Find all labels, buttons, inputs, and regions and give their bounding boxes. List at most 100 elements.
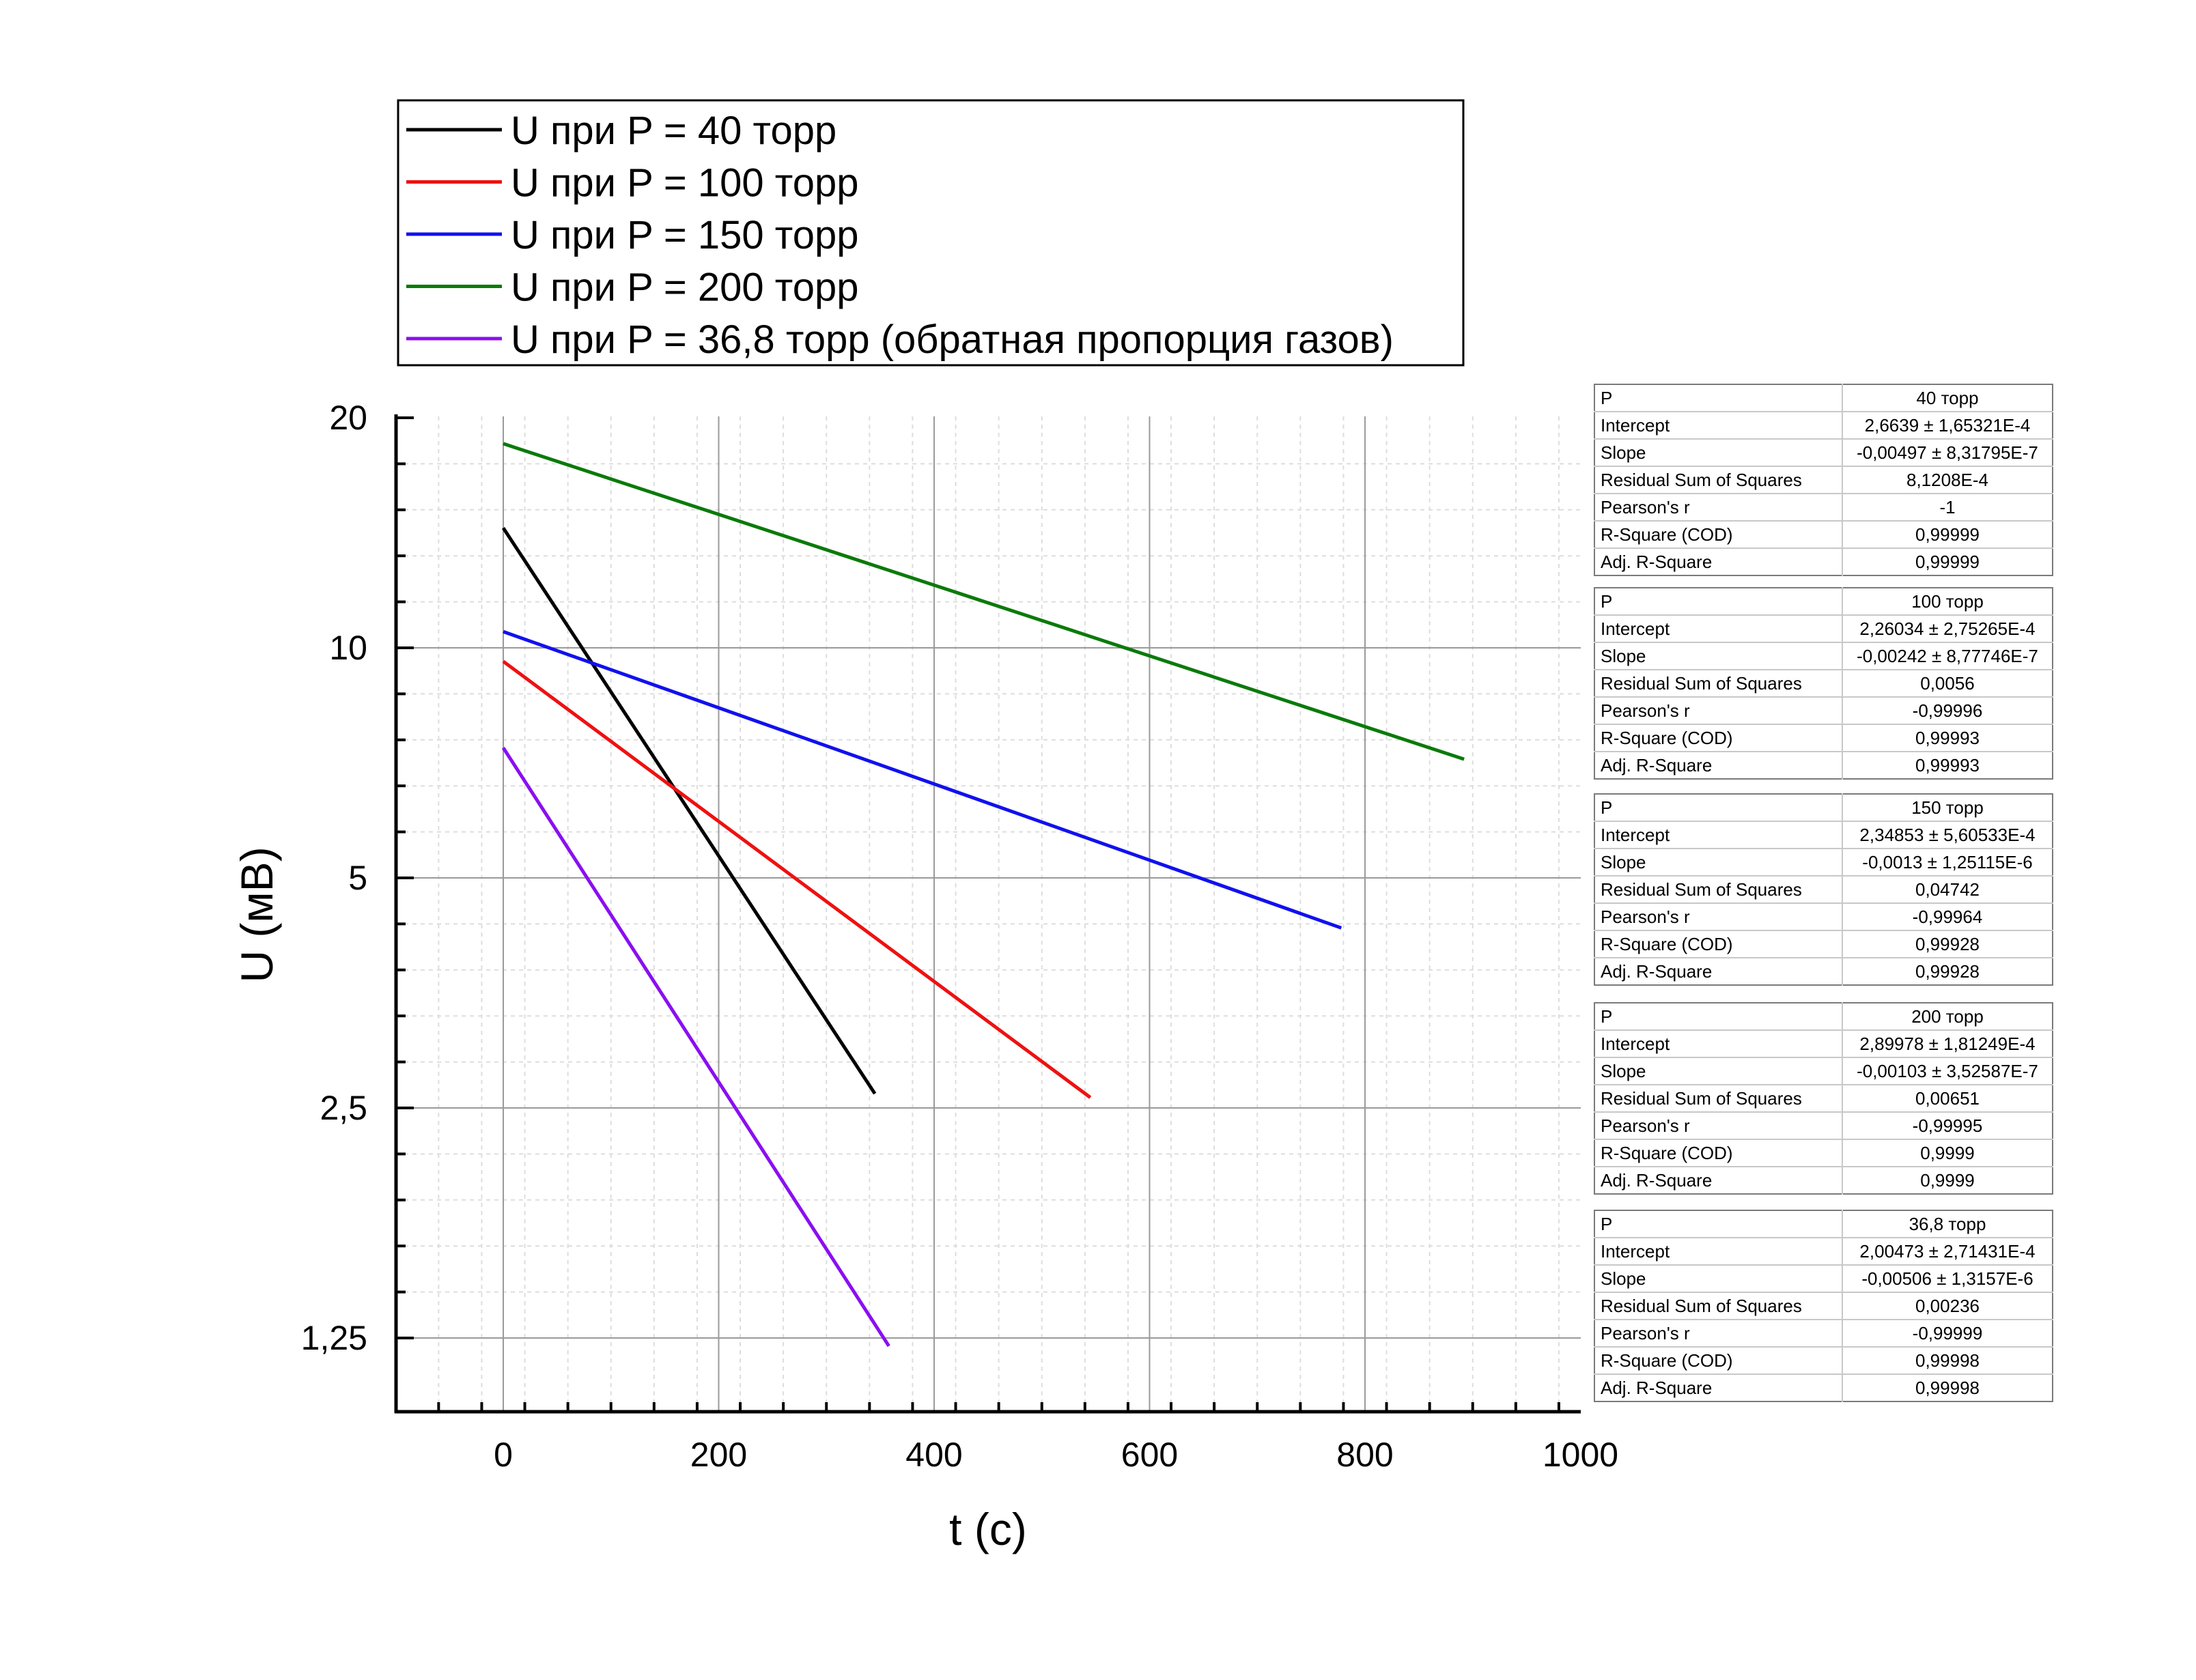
fit-row: Slope -0,00242 ± 8,77746E-7 (1594, 642, 2053, 670)
fit-row: Pearson's r -1 (1594, 494, 2053, 522)
y-tick-label: 2,5 (320, 1089, 367, 1127)
fit-param-value: 0,99993 (1842, 724, 2053, 752)
fit-table-100: P 100 торр Intercept 2,26034 ± 2,75265E-4 Sl… (1594, 587, 2053, 780)
fit-param-value: 0,99998 (1842, 1347, 2053, 1375)
fit-param-value: 0,00236 (1842, 1292, 2053, 1320)
fit-param-name: Adj. R-Square (1594, 958, 1843, 985)
fit-row: Residual Sum of Squares 0,0056 (1594, 670, 2053, 698)
fit-row: Intercept 2,00473 ± 2,71431E-4 (1594, 1238, 2053, 1266)
plot-series (501, 442, 1465, 1348)
fit-row: Slope -0,00103 ± 3,52587E-7 (1594, 1057, 2053, 1085)
legend-label-3: U при P = 150 торр (511, 213, 858, 257)
legend-label-2: U при P = 100 торр (511, 161, 858, 205)
fit-param-value: 0,99928 (1915, 961, 1980, 982)
fit-param-value: 100 торр (1842, 588, 2053, 616)
fit-table-150: P 150 торр Intercept 2,34853 ± 5,60533E-4 Sl… (1594, 793, 2053, 986)
fit-param-value: 2,00473 ± 2,71431E-4 (1842, 1238, 2053, 1266)
fit-param-value: 2,26034 ± 2,75265E-4 (1842, 615, 2053, 643)
fit-param-value: -0,99964 (1842, 903, 2053, 931)
fit-table-36-8: P 36,8 торр Intercept 2,00473 ± 2,71431E-4 S… (1594, 1210, 2053, 1402)
fit-param-name: Intercept (1594, 1030, 1843, 1058)
x-tick-label: 600 (1121, 1436, 1178, 1474)
fit-param-name: Adj. R-Square (1594, 1167, 1843, 1194)
fit-param-name: P (1594, 1210, 1843, 1238)
axes (394, 414, 1581, 1414)
fit-param-value: 2,89978 ± 1,81249E-4 (1842, 1030, 2053, 1058)
fit-param-value: 150 торр (1842, 794, 2053, 822)
fit-param-name: Slope (1594, 642, 1843, 670)
fit-param-value: -0,99996 (1842, 697, 2053, 725)
fit-param-name: Pearson's r (1594, 1320, 1843, 1348)
fit-row: R-Square (COD) 0,99999 (1594, 521, 2053, 549)
legend-label-1: U при P = 40 торр (511, 109, 836, 153)
fit-row: Adj. R-Square 0,99998 (1594, 1374, 2053, 1401)
fit-row: Residual Sum of Squares 0,00651 (1594, 1085, 2053, 1113)
fit-row: R-Square (COD) 0,9999 (1594, 1139, 2053, 1167)
fit-param-name: Adj. R-Square (1594, 1374, 1843, 1401)
fit-param-name: Pearson's r (1594, 697, 1843, 725)
fit-param-value: 8,1208E-4 (1842, 466, 2053, 494)
fit-row: Intercept 2,26034 ± 2,75265E-4 (1594, 615, 2053, 643)
x-axis-title: t (с) (949, 1504, 1027, 1554)
series-line-4 (503, 442, 1465, 761)
tick-labels: 0 200 400 600 800 1000 20 10 5 2,5 1,25 (301, 399, 1618, 1474)
fit-row: P 40 торр (1594, 384, 2053, 412)
fit-row: P 150 торр (1594, 794, 2053, 822)
fit-param-value: 40 торр (1842, 384, 2053, 412)
fit-row: R-Square (COD) 0,99993 (1594, 724, 2053, 752)
fit-param-value: 0,99928 (1842, 930, 2053, 958)
fit-row: Residual Sum of Squares 0,00236 (1594, 1292, 2053, 1320)
fit-param-name: Adj. R-Square (1594, 548, 1843, 575)
fit-param-value: 2,34853 ± 5,60533E-4 (1842, 821, 2053, 849)
fit-row: Residual Sum of Squares 0,04742 (1594, 876, 2053, 904)
fit-param-value: -1 (1842, 494, 2053, 522)
fit-param-name: Residual Sum of Squares (1594, 670, 1843, 698)
fit-param-value: -0,99999 (1842, 1320, 2053, 1348)
fit-row: Pearson's r -0,99964 (1594, 903, 2053, 931)
series-line-2 (502, 659, 1092, 1099)
fit-row: Pearson's r -0,99996 (1594, 697, 2053, 725)
fit-param-name: Pearson's r (1594, 903, 1843, 931)
fit-param-value: -0,00506 ± 1,3157E-6 (1842, 1265, 2053, 1293)
fit-param-value: -0,99995 (1842, 1112, 2053, 1140)
fit-param-name: P (1594, 588, 1843, 616)
fit-row: R-Square (COD) 0,99998 (1594, 1347, 2053, 1375)
fit-param-value: 0,9999 (1842, 1139, 2053, 1167)
fit-param-value: 0,99998 (1915, 1378, 1980, 1398)
fit-row: Adj. R-Square 0,99999 (1594, 548, 2053, 575)
fit-row: Residual Sum of Squares 8,1208E-4 (1594, 466, 2053, 494)
x-tick-label: 0 (494, 1436, 513, 1474)
fit-row: Slope -0,00497 ± 8,31795E-7 (1594, 439, 2053, 467)
fit-param-value: 0,9999 (1920, 1170, 1975, 1191)
fit-row: Slope -0,0013 ± 1,25115E-6 (1594, 849, 2053, 877)
fit-param-name: R-Square (COD) (1594, 1347, 1843, 1375)
fit-row: Adj. R-Square 0,99928 (1594, 958, 2053, 985)
fit-param-value: -0,00103 ± 3,52587E-7 (1842, 1057, 2053, 1085)
fit-param-name: Intercept (1594, 615, 1843, 643)
fit-row: P 36,8 торр (1594, 1210, 2053, 1238)
fit-param-name: Residual Sum of Squares (1594, 1085, 1843, 1113)
fit-param-value: 0,0056 (1842, 670, 2053, 698)
fit-param-name: Intercept (1594, 412, 1843, 440)
y-tick-label: 10 (329, 629, 367, 667)
series-line-5 (501, 747, 890, 1348)
fit-row: P 100 торр (1594, 588, 2053, 616)
fit-param-value: -0,00497 ± 8,31795E-7 (1842, 439, 2053, 467)
fit-param-name: Intercept (1594, 821, 1843, 849)
x-tick-label: 200 (690, 1436, 747, 1474)
fit-param-name: P (1594, 1003, 1843, 1031)
fit-row: Pearson's r -0,99995 (1594, 1112, 2053, 1140)
fit-param-name: Residual Sum of Squares (1594, 466, 1843, 494)
fit-param-value: 0,04742 (1842, 876, 2053, 904)
fit-param-name: R-Square (COD) (1594, 521, 1843, 549)
major-grid (396, 416, 1581, 1412)
legend-label-4: U при P = 200 торр (511, 266, 858, 310)
x-tick-label: 400 (905, 1436, 962, 1474)
series-line-1 (501, 527, 877, 1095)
fit-param-name: Pearson's r (1594, 494, 1843, 522)
fit-param-name: Pearson's r (1594, 1112, 1843, 1140)
fit-param-name: P (1594, 384, 1843, 412)
fit-param-value: 200 торр (1842, 1003, 2053, 1031)
fit-param-name: Slope (1594, 1265, 1843, 1293)
fit-param-value: -0,0013 ± 1,25115E-6 (1842, 849, 2053, 877)
